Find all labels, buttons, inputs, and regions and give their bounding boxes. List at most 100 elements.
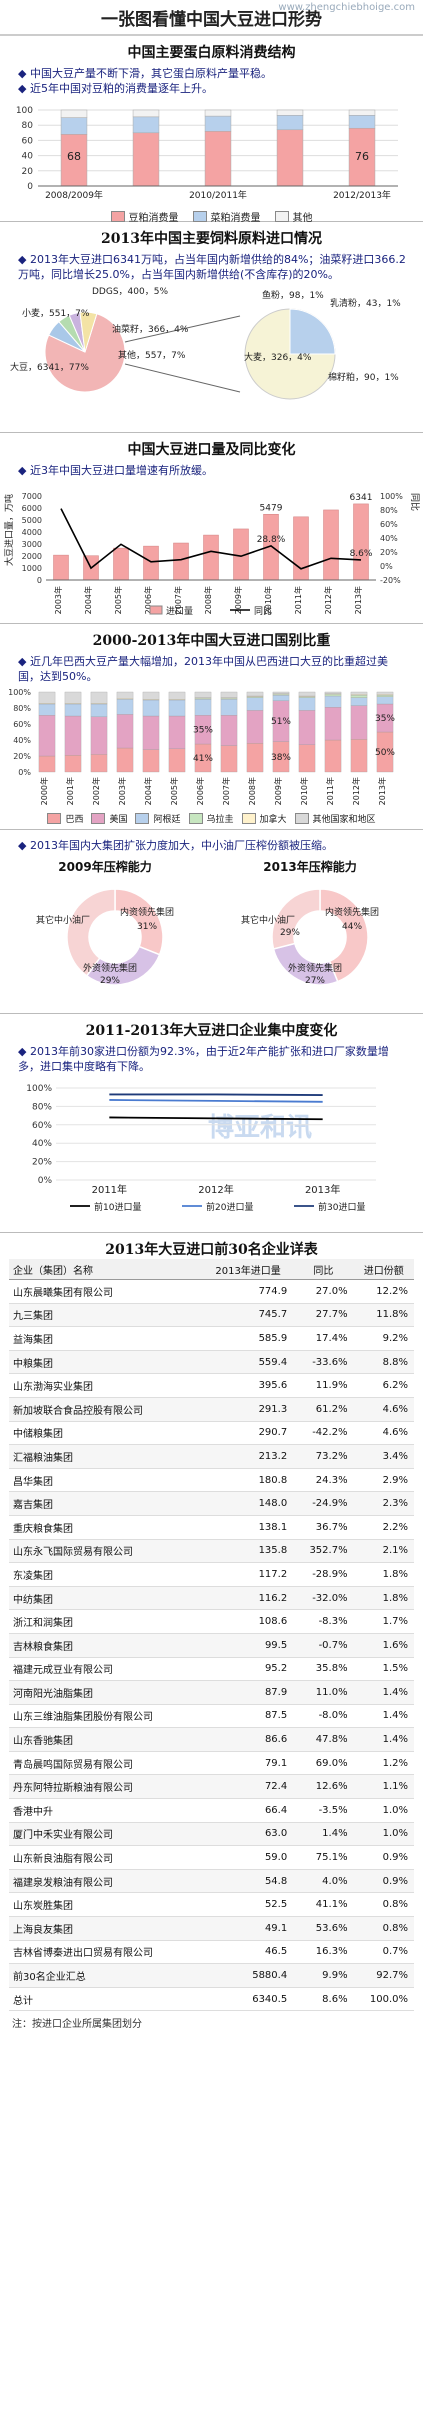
legend-item: 豆粕消费量: [110, 209, 179, 224]
donut-title: 2013年压榨能力: [263, 859, 356, 874]
company-name-cell: 东凌集团: [9, 1562, 203, 1587]
connector-line: [124, 315, 241, 343]
yoy-cell: 27.0%: [293, 1279, 354, 1304]
bar-segment: [142, 749, 160, 773]
y-tick-label: 0: [37, 576, 42, 585]
table-row: 嘉吉集团 148.0 -24.9% 2.3%: [9, 1491, 414, 1516]
table-row: 山东三维油脂集团股份有限公司 87.5 -8.0% 1.4%: [9, 1704, 414, 1729]
note-1: 2013年国内大集团扩张力度加大，中小油厂压榨份额被压缩。: [18, 838, 409, 853]
yoy-cell: 47.8%: [293, 1727, 354, 1752]
company-name-cell: 香港中升: [9, 1798, 203, 1823]
import-bar: [353, 503, 369, 581]
share-cell: 1.2%: [353, 1751, 414, 1776]
top30-table: 企业（集团）名称 2013年进口量 同比 进口份额 山东晨曦集团有限公司 774.…: [9, 1259, 414, 2012]
share-cell: 1.6%: [353, 1633, 414, 1658]
bar-segment: [90, 716, 108, 755]
bar-segment: [272, 695, 290, 701]
bar-segment: [168, 699, 186, 717]
y2-tick-label: -20%: [380, 576, 401, 585]
x-tick-label: 2013年: [353, 586, 363, 614]
import-volume-cell: 87.5: [202, 1704, 294, 1729]
donut-slice-2: [66, 888, 116, 977]
import-bar: [203, 534, 219, 581]
import-volume-cell: 6340.5: [202, 1987, 294, 2012]
company-name-cell: 嘉吉集团: [9, 1491, 203, 1516]
import-volume-cell: 148.0: [202, 1491, 294, 1516]
note-1: 2013年前30家进口份额为92.3%，由于近2年产能扩张和进口厂家数量增多，进…: [18, 1044, 409, 1074]
share-cell: 4.6%: [353, 1397, 414, 1422]
chart-legend: 巴西 美国 阿根廷 乌拉圭 加拿大 其他国家和地区: [0, 812, 423, 825]
company-name-cell: 山东三维油脂集团股份有限公司: [9, 1704, 203, 1729]
section-notes: 2013年前30家进口份额为92.3%，由于近2年产能扩张和进口厂家数量增多，进…: [18, 1044, 409, 1074]
yoy-cell: 24.3%: [293, 1468, 354, 1493]
yoy-cell: 61.2%: [293, 1397, 354, 1422]
table-row: 重庆粮食集团 138.1 36.7% 2.2%: [9, 1515, 414, 1540]
donut-label: 29%: [100, 976, 120, 986]
x-tick-label: 2003年: [117, 777, 127, 805]
bar-segment: [376, 691, 394, 695]
pie-label-rapeseed: 油菜籽，366，4%: [112, 323, 189, 335]
origin-share-chart: 0% 20% 40% 60% 80% 100% 2000年 2001年 2002年 2003年 20…: [8, 688, 395, 805]
x-tick-label: 2007年: [173, 586, 183, 614]
x-tick-label: 2008年: [203, 586, 213, 614]
table-row: 山东晨曦集团有限公司 774.9 27.0% 12.2%: [9, 1279, 414, 1304]
import-volume-cell: 87.9: [202, 1680, 294, 1705]
table-row: 丹东阿特拉斯粮油有限公司 72.4 12.6% 1.1%: [9, 1774, 414, 1800]
import-bar: [173, 542, 189, 581]
section-title: 2000-2013年中国大豆进口国别比重: [92, 633, 331, 649]
x-tick-label: 2011年: [325, 777, 335, 805]
share-cell: 0.8%: [353, 1916, 414, 1941]
pie-label-cotton: 棉籽粕，90，1%: [328, 371, 399, 383]
import-volume-cell: 5880.4: [202, 1963, 294, 1988]
import-volume-cell: 745.7: [202, 1303, 294, 1328]
company-name-cell: 重庆粮食集团: [9, 1515, 203, 1540]
company-name-cell: 中储粮集团: [9, 1421, 203, 1446]
x-tick-label: 2005年: [169, 777, 179, 805]
y-tick-label: 40%: [32, 1139, 52, 1149]
donut-label: 外资领先集团: [288, 962, 342, 974]
bar-segment: [298, 697, 316, 711]
bar-segment: [272, 691, 290, 694]
data-label: 41%: [193, 754, 213, 764]
series-line-1: [109, 1099, 323, 1103]
y-tick-label: 20%: [32, 1158, 52, 1168]
import-volume-cell: 59.0: [202, 1845, 294, 1870]
bar-segment: [324, 707, 342, 741]
x-tick-label: 2006年: [143, 586, 153, 614]
y-tick-label: 2000: [22, 552, 42, 561]
yoy-cell: 35.8%: [293, 1657, 354, 1682]
series-line-0: [109, 1116, 323, 1121]
data-label: 38%: [271, 753, 291, 763]
legend-label: 前30进口量: [318, 1201, 365, 1213]
y-tick-label: 100%: [8, 688, 31, 697]
share-cell: 1.5%: [353, 1657, 414, 1682]
donut-slice-0: [319, 888, 369, 983]
yoy-cell: 36.7%: [293, 1515, 354, 1540]
protein-structure-chart: 0 20 40 60 80 100 2008/2009年 2010/2011年 2012/201…: [16, 106, 398, 201]
table-row: 吉林粮食集团 99.5 -0.7% 1.6%: [9, 1633, 414, 1658]
bar-segment: [246, 691, 264, 697]
company-name-cell: 吉林粮食集团: [9, 1633, 203, 1658]
y-tick-label: 7000: [22, 492, 42, 501]
bar-segment: [38, 755, 56, 773]
company-name-cell: 前30名企业汇总: [9, 1963, 203, 1988]
import-volume-cell: 585.9: [202, 1326, 294, 1351]
bar-1: [276, 115, 304, 131]
table-row: 中粮集团 559.4 -33.6% 8.8%: [9, 1350, 414, 1375]
section-concentration: 2011-2013年大豆进口企业集中度变化 2013年前30家进口份额为92.3…: [0, 1014, 423, 1233]
bar-segment: [220, 699, 238, 716]
yoy-cell: -33.6%: [293, 1350, 354, 1375]
company-name-cell: 山东晨曦集团有限公司: [9, 1279, 203, 1304]
yoy-cell: 53.6%: [293, 1916, 354, 1941]
bar-segment: [324, 739, 342, 773]
page-title: 一张图看懂中国大豆进口形势: [0, 0, 423, 36]
yoy-cell: -3.5%: [293, 1798, 354, 1823]
import-bar: [323, 509, 339, 581]
legend-label: 前20进口量: [206, 1201, 253, 1213]
share-cell: 1.7%: [353, 1609, 414, 1634]
donut-title: 2009年压榨能力: [58, 859, 151, 874]
bar-segment: [246, 743, 264, 773]
import-bar: [53, 554, 69, 581]
donut-slice-0: [114, 888, 164, 956]
